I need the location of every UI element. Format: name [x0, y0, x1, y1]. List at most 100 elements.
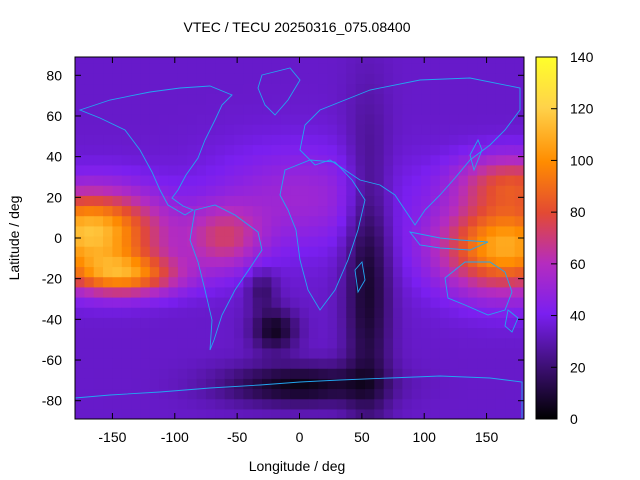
heatmap-cell	[467, 103, 478, 115]
y-tick-label: 0	[54, 230, 62, 246]
heatmap-cell	[103, 357, 114, 369]
heatmap-cell	[112, 154, 123, 166]
heatmap-cell	[458, 296, 469, 308]
heatmap-cell	[215, 144, 226, 156]
heatmap-cell	[168, 337, 179, 349]
heatmap-cell	[355, 286, 366, 298]
heatmap-cell	[336, 164, 347, 176]
heatmap-cell	[430, 235, 441, 247]
heatmap-cell	[336, 388, 347, 400]
heatmap-cell	[243, 113, 254, 125]
heatmap-cell	[308, 103, 319, 115]
heatmap-cell	[262, 286, 273, 298]
heatmap-cell	[383, 235, 394, 247]
heatmap-cell	[402, 337, 413, 349]
heatmap-cell	[196, 337, 207, 349]
heatmap-cell	[234, 63, 244, 74]
heatmap-cell	[327, 388, 338, 400]
heatmap-cell	[271, 195, 282, 207]
heatmap-cell	[243, 327, 254, 339]
heatmap-cell	[495, 235, 506, 247]
heatmap-cell	[177, 185, 188, 196]
heatmap-cell	[131, 195, 142, 207]
heatmap-cell	[93, 205, 104, 217]
heatmap-cell	[215, 296, 226, 308]
heatmap-cell	[262, 276, 273, 288]
heatmap-cell	[355, 164, 366, 176]
heatmap-cell	[187, 388, 198, 400]
heatmap-cell	[84, 317, 95, 329]
heatmap-cell	[449, 357, 460, 369]
heatmap-cell	[439, 113, 450, 125]
heatmap-cell	[177, 63, 188, 74]
heatmap-cell	[318, 83, 329, 95]
heatmap-cell	[121, 368, 132, 379]
heatmap-cell	[187, 408, 198, 419]
heatmap-cell	[262, 103, 273, 115]
heatmap-cell	[439, 327, 450, 339]
heatmap-cell	[75, 357, 85, 369]
heatmap-cell	[355, 368, 366, 379]
heatmap-cell	[308, 327, 319, 339]
heatmap-cell	[121, 134, 132, 146]
heatmap-cell	[280, 337, 291, 349]
heatmap-cell	[252, 357, 263, 369]
heatmap-cell	[271, 317, 282, 329]
heatmap-cell	[243, 225, 254, 237]
heatmap-cell	[187, 134, 198, 146]
heatmap-cell	[187, 93, 198, 105]
heatmap-cell	[159, 83, 170, 95]
heatmap-cell	[187, 113, 198, 125]
y-tick-label: 20	[46, 189, 62, 205]
heatmap-cell	[411, 57, 422, 64]
heatmap-cell	[84, 225, 95, 237]
heatmap-cell	[421, 317, 432, 329]
heatmap-cell	[140, 73, 151, 85]
heatmap-cell	[196, 317, 207, 329]
heatmap-cell	[93, 144, 104, 156]
heatmap-cell	[168, 276, 179, 288]
y-tick-label: -80	[42, 393, 62, 409]
heatmap-cell	[449, 113, 460, 125]
heatmap-cell	[243, 398, 254, 410]
heatmap-cell	[383, 317, 394, 329]
heatmap-cell	[336, 235, 347, 247]
heatmap-cell	[149, 134, 160, 146]
heatmap-cell	[486, 388, 497, 400]
heatmap-cell	[224, 378, 235, 390]
y-axis-label: Latitude / deg	[6, 196, 22, 281]
heatmap-cell	[215, 235, 226, 247]
heatmap-cell	[159, 63, 170, 74]
heatmap-cell	[168, 63, 179, 74]
heatmap-cell	[430, 73, 441, 85]
heatmap-cell	[271, 93, 282, 105]
heatmap-cell	[140, 286, 151, 298]
heatmap-cell	[131, 205, 142, 217]
heatmap-cell	[103, 235, 114, 247]
heatmap-cell	[495, 276, 506, 288]
heatmap-cell	[196, 256, 207, 268]
heatmap-cell	[121, 164, 132, 176]
heatmap-cell	[402, 276, 413, 288]
heatmap-cell	[252, 307, 263, 318]
heatmap-cell	[290, 408, 301, 419]
heatmap-cell	[177, 164, 188, 176]
heatmap-cell	[149, 327, 160, 339]
heatmap-cell	[187, 215, 198, 227]
heatmap-cell	[486, 215, 497, 227]
heatmap-cell	[149, 73, 160, 85]
heatmap-cell	[75, 256, 85, 268]
heatmap-cell	[84, 83, 95, 95]
heatmap-cell	[112, 57, 123, 64]
heatmap-cell	[308, 113, 319, 125]
heatmap-cell	[103, 83, 114, 95]
heatmap-cell	[262, 408, 273, 419]
heatmap-cell	[103, 144, 114, 156]
heatmap-cell	[280, 246, 291, 257]
heatmap-cell	[75, 235, 85, 247]
heatmap-cell	[393, 337, 403, 349]
heatmap-cell	[374, 134, 385, 146]
heatmap-cell	[411, 83, 422, 95]
heatmap-cell	[374, 195, 385, 207]
